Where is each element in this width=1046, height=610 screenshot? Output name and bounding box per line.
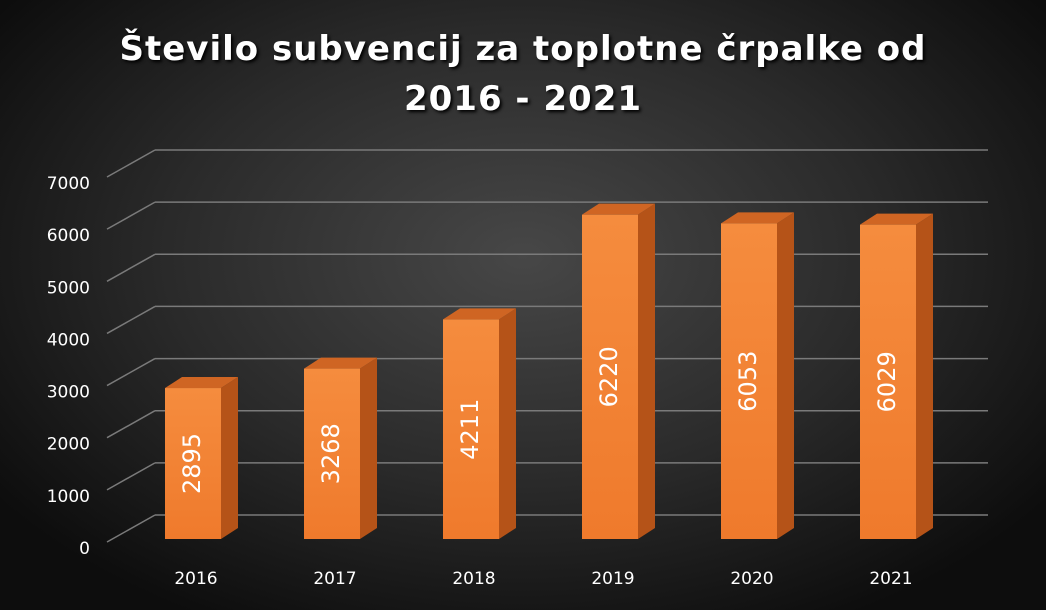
bar-side-2020: [777, 212, 794, 540]
y-tick-label-7000: 7000: [47, 174, 90, 194]
bar-top-2019: [582, 203, 655, 215]
bar-side-2016: [221, 377, 238, 539]
x-tick-label-2021: 2021: [869, 569, 912, 589]
gridline-side-7000: [106, 149, 156, 178]
bar-front-2017: [304, 368, 360, 539]
chart-title-line-2: 2016 - 2021: [403, 79, 643, 119]
gridline-side-2000: [106, 410, 156, 439]
bar-top-2020: [721, 212, 794, 224]
chart-title: Število subvencij za toplotne črpalke od…: [0, 24, 1046, 124]
y-axis-ticks: 0 1000 2000 3000 4000 5000 6000 7000: [47, 174, 90, 559]
data-label-2017: 3268: [317, 423, 345, 484]
bar-front-2019: [582, 214, 638, 539]
y-tick-label-1000: 1000: [47, 487, 90, 507]
bar-2020: 6053: [721, 212, 794, 540]
bars: 2895 3268 4211 6220 6053 6029: [165, 203, 933, 540]
x-tick-label-2020: 2020: [730, 569, 773, 589]
bar-side-2019: [638, 203, 655, 539]
bar-top-2021: [860, 213, 933, 225]
bar-front-2021: [860, 224, 916, 539]
data-label-2019: 6220: [595, 346, 623, 407]
y-tick-label-6000: 6000: [47, 226, 90, 246]
x-tick-label-2018: 2018: [452, 569, 495, 589]
bar-2016: 2895: [165, 377, 238, 539]
y-tick-label-4000: 4000: [47, 330, 90, 350]
bar-2018: 4211: [443, 308, 516, 539]
data-label-2021: 6029: [873, 351, 901, 412]
y-tick-label-2000: 2000: [47, 435, 90, 455]
x-tick-label-2017: 2017: [313, 569, 356, 589]
bar-front-2020: [721, 223, 777, 540]
y-tick-label-0: 0: [79, 539, 90, 559]
x-tick-label-2016: 2016: [174, 569, 217, 589]
y-tick-label-3000: 3000: [47, 383, 90, 403]
bar-side-2017: [360, 357, 377, 539]
bar-front-2016: [165, 388, 221, 539]
bar-front-2018: [443, 319, 499, 539]
bar-2019: 6220: [582, 203, 655, 539]
y-tick-label-5000: 5000: [47, 278, 90, 298]
x-axis-ticks: 2016 2017 2018 2019 2020 2021: [174, 569, 912, 589]
bar-side-2018: [499, 308, 516, 539]
bar-2017: 3268: [304, 357, 377, 539]
gridline-side-5000: [106, 253, 156, 282]
bar-2021: 6029: [860, 213, 933, 539]
gridlines: [106, 149, 988, 543]
gridline-side-1000: [106, 462, 156, 491]
data-label-2020: 6053: [734, 351, 762, 412]
gridline-side-4000: [106, 305, 156, 335]
gridline-side-6000: [106, 201, 156, 230]
bar-top-2018: [443, 308, 516, 320]
data-label-2018: 4211: [456, 399, 484, 460]
data-label-2016: 2895: [178, 433, 206, 494]
gridline-side-0: [106, 514, 156, 543]
x-tick-label-2019: 2019: [591, 569, 634, 589]
bar-top-2016: [165, 377, 238, 389]
gridline-side-3000: [106, 357, 156, 387]
bar-top-2017: [304, 357, 377, 369]
chart-title-line-1: Število subvencij za toplotne črpalke od: [119, 29, 927, 69]
bar-side-2021: [916, 213, 933, 539]
